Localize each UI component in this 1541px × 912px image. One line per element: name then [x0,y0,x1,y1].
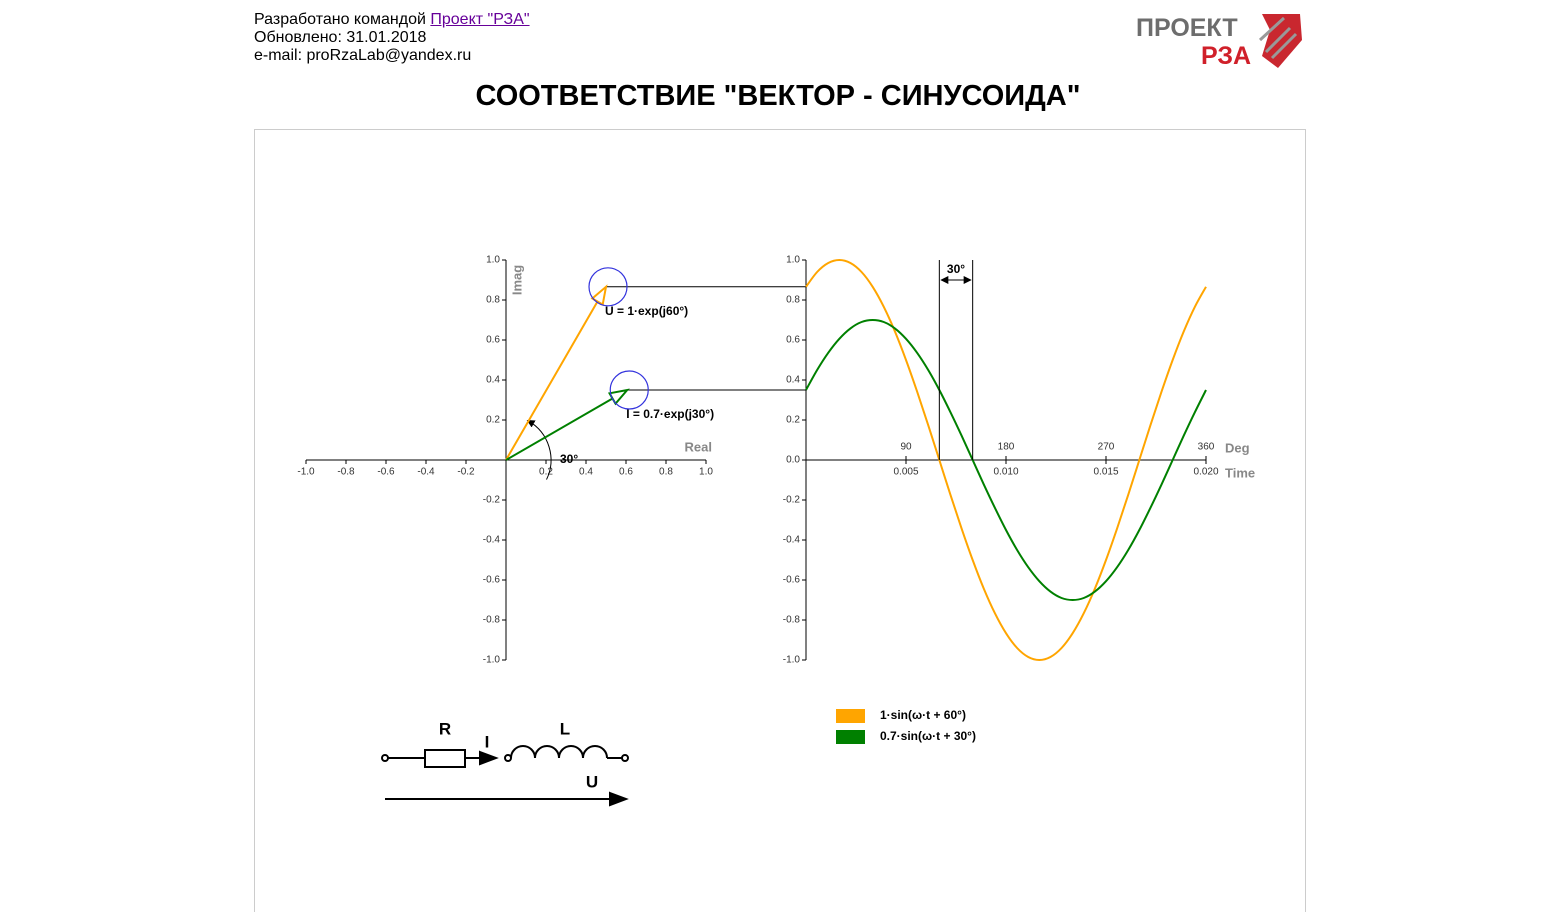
y-tick-label: 0.6 [786,335,800,346]
phasor-label: U = 1·exp(j60°) [605,304,688,318]
circuit-label: L [560,719,570,738]
phase-label: 30° [947,262,965,276]
legend-swatch [836,730,865,744]
y-tick-label: -0.2 [483,495,501,506]
y-tick-label: 1.0 [786,255,800,266]
y-tick-label: -0.6 [483,575,501,586]
project-link[interactable]: Проект "РЗА" [430,11,530,28]
legend-label: 0.7·sin(ω·t + 30°) [880,729,976,743]
angle-label: 30° [560,452,578,466]
logo-mark [1258,14,1302,68]
x-tick-label: 1.0 [699,467,713,478]
y-tick-label: -0.4 [783,535,801,546]
x-tick-label: -0.4 [417,467,435,478]
phasor [505,284,608,461]
x-tick-label: 0.2 [539,467,553,478]
tip-marker [588,267,628,307]
logo-top: ПРОЕКТ [1136,14,1238,42]
y-tick-label: 0.2 [486,415,500,426]
x2-tick-label: 0.020 [1193,467,1218,478]
y-tick-label: 0.8 [786,295,800,306]
credit-line: Разработано командой Проект "РЗА" [254,11,530,29]
y-tick-label: 1.0 [486,255,500,266]
x-tick-label: -0.2 [457,467,475,478]
x2-axis-label: Time [1225,465,1255,480]
x2-tick-label: 0.015 [1093,467,1118,478]
y-tick-label: 0.4 [486,375,500,386]
circuit [381,745,629,807]
x-tick-label: 90 [900,442,912,453]
tip-marker [609,370,649,410]
phasor-label: I = 0.7·exp(j30°) [626,407,714,421]
x2-tick-label: 0.010 [993,467,1018,478]
y-tick-label: -0.4 [483,535,501,546]
wave [805,258,1207,662]
y-tick-label: -1.0 [783,655,801,666]
header: Разработано командой Проект "РЗА" Обновл… [254,11,530,65]
y-tick-label: 0.6 [486,335,500,346]
x-tick-label: -0.8 [337,467,355,478]
y-tick-label: 0.2 [786,415,800,426]
y-tick-label: 0.0 [786,455,800,466]
circuit-label: I [485,732,490,751]
x-tick-label: 0.6 [619,467,633,478]
x-tick-label: -1.0 [297,467,315,478]
y-tick-label: 0.8 [486,295,500,306]
x-tick-label: 0.4 [579,467,593,478]
page-title: СООТВЕТСТВИЕ "ВЕКТОР - СИНУСОИДА" [475,80,1080,112]
credit: Разработано командой [254,11,426,28]
y-tick-label: -0.8 [783,615,801,626]
y-tick-label: -1.0 [483,655,501,666]
x-tick-label: 0.8 [659,467,673,478]
x-tick-label: 360 [1198,442,1215,453]
x-tick-label: 180 [998,442,1015,453]
email: e-mail: proRzaLab@yandex.ru [254,47,472,64]
circuit-label: R [439,719,451,738]
y-tick-label: -0.2 [783,495,801,506]
wave [805,318,1207,602]
x-axis-label: Real [685,439,712,454]
frame [254,129,1306,912]
circuit-label: U [586,772,598,791]
y-tick-label: -0.8 [483,615,501,626]
angle-arc [526,419,552,480]
x2-tick-label: 0.005 [893,467,918,478]
logo-bottom: РЗА [1201,42,1251,70]
legend-label: 1·sin(ω·t + 60°) [880,708,966,722]
y-tick-label: 0.4 [786,375,800,386]
legend-swatch [836,709,865,723]
x-tick-label: 270 [1098,442,1115,453]
updated: Обновлено: 31.01.2018 [254,29,427,46]
y-tick-label: -0.6 [783,575,801,586]
y-axis-label: Imag [509,265,524,295]
x-tick-label: -0.6 [377,467,395,478]
x-axis-label: Deg [1225,440,1250,455]
phasor [505,388,630,461]
